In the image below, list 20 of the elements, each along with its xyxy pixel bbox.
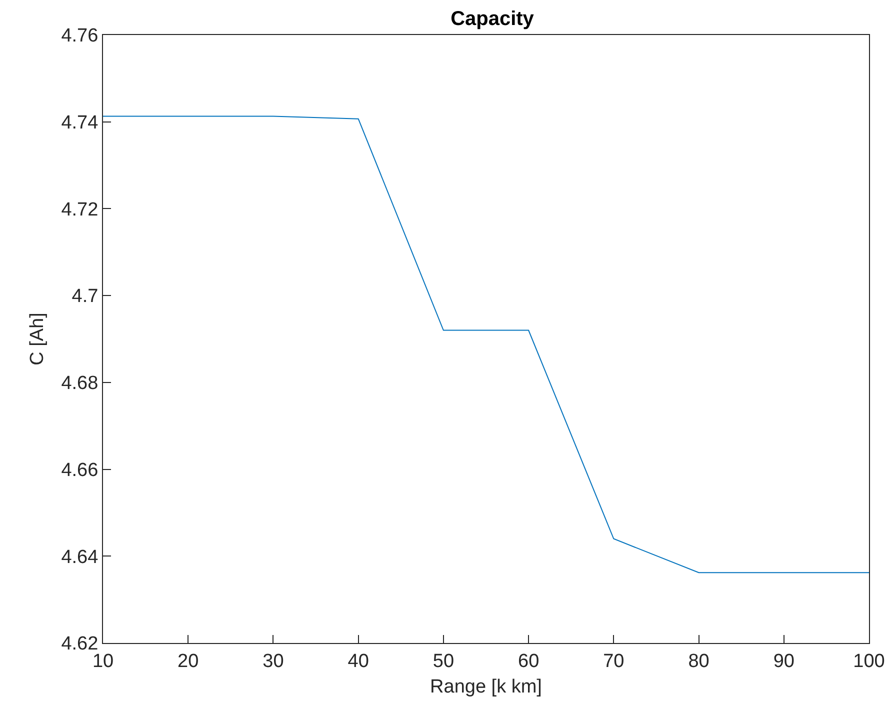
x-tick-label: 60 bbox=[518, 650, 540, 672]
y-tick-label: 4.68 bbox=[61, 373, 98, 394]
x-tick-label: 30 bbox=[262, 650, 284, 672]
x-tick-label: 100 bbox=[853, 650, 885, 672]
x-tick-label: 20 bbox=[178, 650, 199, 672]
y-tick-label: 4.76 bbox=[61, 26, 98, 47]
y-tick-label: 4.7 bbox=[72, 286, 98, 308]
x-axis-title: Range [k km] bbox=[430, 676, 542, 698]
x-tick-label: 80 bbox=[688, 650, 710, 672]
y-tick-label: 4.74 bbox=[61, 112, 99, 134]
x-tick-label: 50 bbox=[432, 650, 454, 672]
x-tick-label: 70 bbox=[603, 650, 624, 672]
y-tick-label: 4.72 bbox=[61, 199, 98, 220]
x-tick-label: 90 bbox=[773, 650, 794, 672]
y-tick-label: 4.64 bbox=[61, 546, 99, 568]
line-series bbox=[103, 116, 869, 574]
x-tick-label: 40 bbox=[348, 650, 369, 672]
y-tick-label: 4.66 bbox=[61, 460, 98, 481]
y-axis-title: C [Ah] bbox=[27, 312, 48, 366]
chart-title: Capacity bbox=[450, 8, 535, 30]
